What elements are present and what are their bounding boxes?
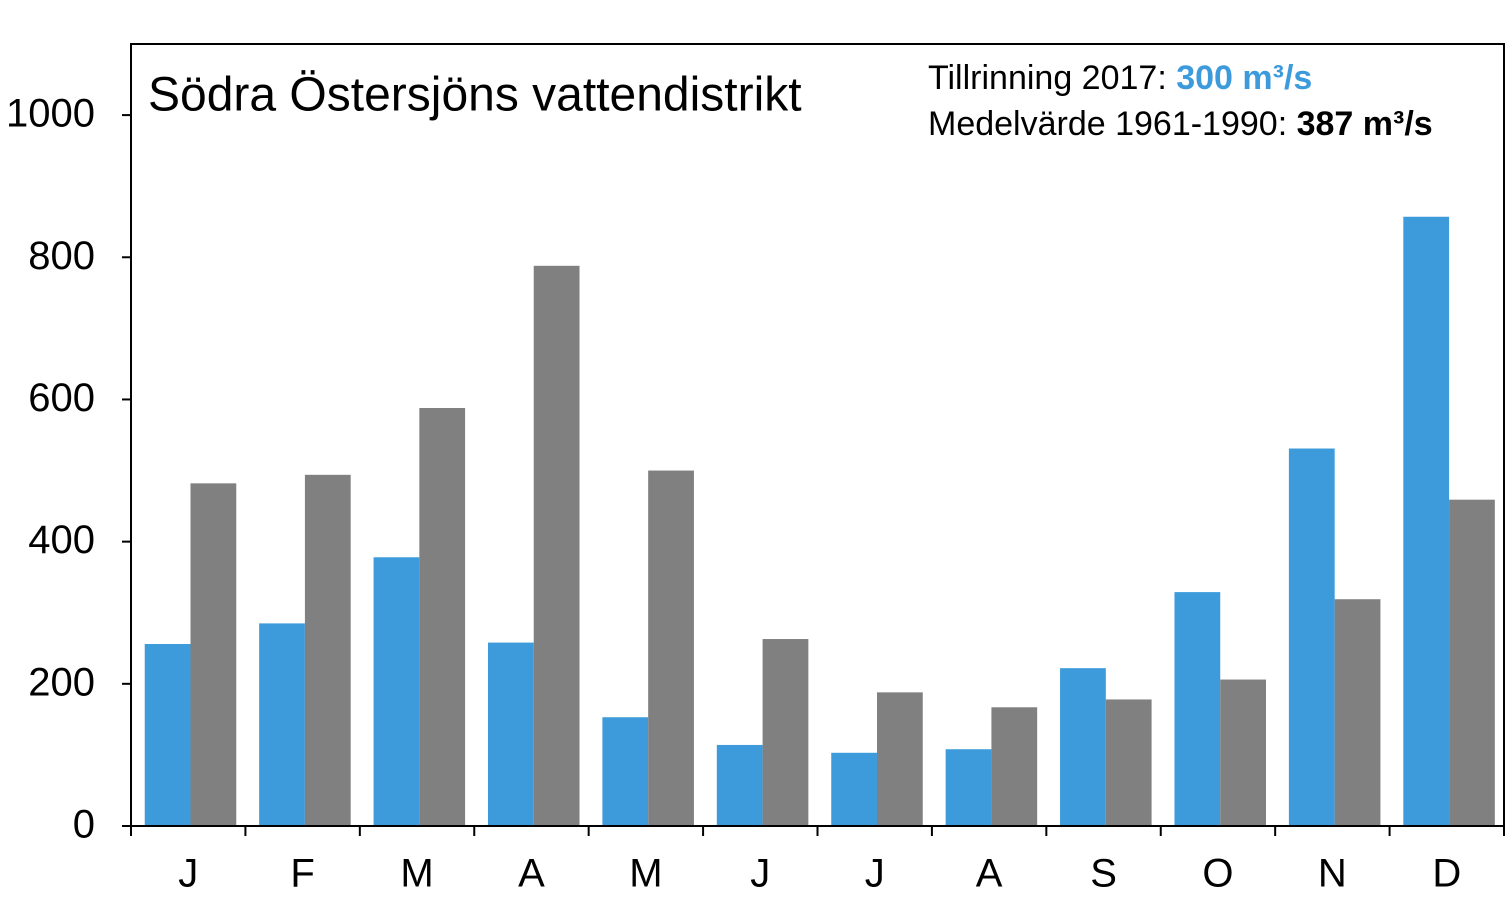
x-tick-label: J [178, 852, 198, 896]
bar [1220, 679, 1267, 826]
x-tick-label: F [290, 852, 314, 896]
x-tick-label: M [400, 852, 433, 896]
bar [876, 692, 923, 826]
bar [1334, 599, 1381, 826]
bar [259, 623, 305, 826]
bar [991, 707, 1038, 826]
bar [831, 752, 877, 826]
bar [487, 642, 534, 826]
x-tick-label: J [750, 852, 770, 896]
y-tick-label: 600 [28, 376, 95, 420]
x-tick-label: M [629, 852, 662, 896]
bar [304, 474, 351, 826]
y-tick-label: 200 [28, 660, 95, 704]
annotation: Medelvärde 1961-1990: 387 m³/s [928, 105, 1433, 143]
bar [1449, 499, 1495, 826]
x-tick-label: D [1432, 852, 1461, 896]
bar [1174, 592, 1221, 826]
bar [1403, 216, 1450, 826]
bar [190, 483, 237, 826]
x-tick-label: A [518, 852, 545, 896]
x-tick-label: A [976, 852, 1003, 896]
bar [648, 470, 694, 826]
x-tick-label: O [1202, 852, 1233, 896]
bar [144, 644, 191, 826]
bar [1105, 699, 1152, 826]
bar [945, 749, 992, 826]
annotation: Tillrinning 2017: 300 m³/s [928, 59, 1312, 97]
x-tick-label: J [865, 852, 885, 896]
bar [762, 639, 809, 826]
x-tick-label: S [1090, 852, 1117, 896]
y-tick-label: 800 [28, 234, 95, 278]
x-tick-label: N [1318, 852, 1347, 896]
chart-title: Södra Östersjöns vattendistrikt [148, 69, 802, 122]
y-tick-label: 0 [73, 803, 95, 847]
bar [602, 717, 649, 826]
annotation-value: 387 m³/s [1297, 105, 1433, 143]
y-tick-label: 400 [28, 518, 95, 562]
annotation-label: Medelvärde 1961-1990: [928, 105, 1287, 143]
bar [1060, 668, 1106, 826]
y-tick-label: 1000 [6, 92, 95, 136]
bar [716, 744, 763, 826]
annotation-label: Tillrinning 2017: [928, 59, 1167, 97]
bar [1288, 448, 1335, 826]
bar [419, 407, 466, 826]
bar [373, 557, 420, 826]
bar [533, 265, 580, 826]
annotation-value: 300 m³/s [1176, 59, 1312, 97]
